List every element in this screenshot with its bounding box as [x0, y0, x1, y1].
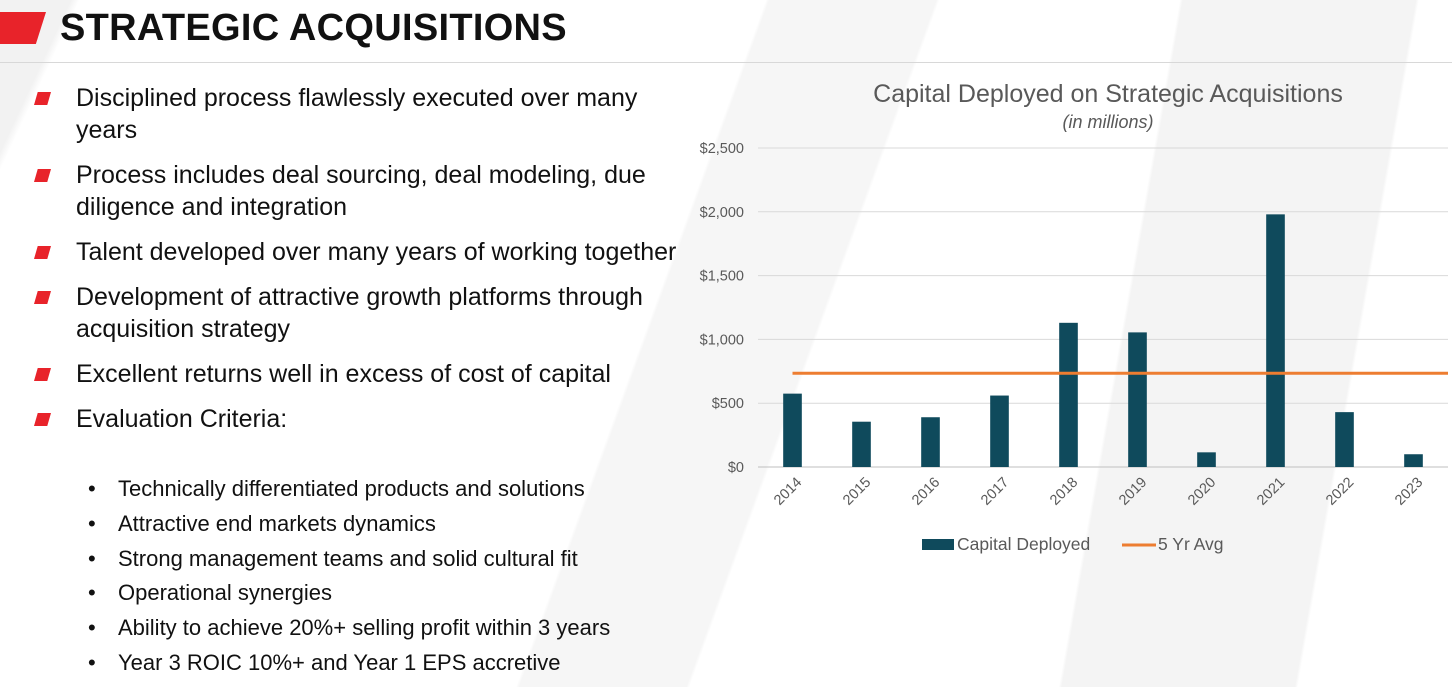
bullet-item: Talent developed over many years of work… [30, 236, 690, 268]
x-tick-label: 2014 [771, 475, 805, 509]
dot-bullet-icon: • [88, 580, 96, 606]
criteria-text: Strong management teams and solid cultur… [118, 545, 578, 571]
x-tick-label: 2017 [978, 475, 1012, 509]
red-bullet-icon [34, 368, 51, 381]
dot-bullet-icon: • [88, 510, 96, 536]
x-tick-label: 2023 [1392, 475, 1426, 509]
slide-title: STRATEGIC ACQUISITIONS [60, 7, 567, 49]
criteria-text: Attractive end markets dynamics [118, 510, 436, 536]
title-divider [0, 62, 1452, 63]
criteria-text: Technically differentiated products and … [118, 476, 585, 501]
bullet-item: Excellent returns well in excess of cost… [30, 358, 690, 390]
bullet-text: Talent developed over many years of work… [76, 238, 677, 266]
bullet-text: Process includes deal sourcing, deal mod… [76, 161, 646, 221]
x-tick-label: 2021 [1254, 475, 1288, 509]
criteria-text: Operational synergies [118, 580, 333, 606]
criteria-item: • Attractive end markets dynamics [88, 511, 688, 537]
dot-bullet-icon: • [88, 545, 96, 571]
y-tick-label: $500 [712, 396, 744, 412]
bullet-list: Disciplined process flawlessly executed … [30, 82, 690, 448]
criteria-item: • Strong management teams and solid cultu… [88, 546, 688, 572]
red-bullet-icon [34, 291, 51, 304]
y-tick-label: $0 [728, 460, 744, 476]
bar [1335, 412, 1354, 467]
x-tick-label: 2022 [1323, 475, 1357, 509]
legend-swatch-bar [922, 539, 954, 550]
bar [1266, 214, 1285, 467]
bar [852, 421, 871, 467]
bullet-item: Development of attractive growth platfor… [30, 281, 690, 345]
y-tick-label: $1,500 [700, 269, 744, 285]
bar [1197, 452, 1216, 467]
bullet-item: Process includes deal sourcing, deal mod… [30, 159, 690, 223]
bar [1404, 454, 1423, 467]
y-tick-label: $2,500 [700, 141, 744, 157]
criteria-item: • Operational synergies [88, 580, 688, 606]
legend-label-5yr-avg: 5 Yr Avg [1158, 534, 1224, 554]
bullet-text: Excellent returns well in excess of cost… [76, 360, 611, 388]
red-bullet-icon [34, 413, 51, 426]
x-tick-label: 2018 [1047, 475, 1081, 509]
red-bullet-icon [34, 169, 51, 182]
criteria-item: • Ability to achieve 20%+ selling profit … [88, 615, 688, 641]
y-tick-label: $2,000 [700, 205, 744, 221]
bullet-item: Disciplined process flawlessly executed … [30, 82, 690, 146]
dot-bullet-icon: • [88, 476, 96, 501]
x-tick-label: 2015 [840, 475, 874, 509]
red-bullet-icon [34, 92, 51, 105]
x-tick-label: 2020 [1185, 475, 1219, 509]
bar [1059, 322, 1078, 467]
bullet-text: Disciplined process flawlessly executed … [76, 84, 638, 144]
bullet-text: Development of attractive growth platfor… [76, 283, 643, 343]
capital-deployed-chart: Capital Deployed on Strategic Acquisitio… [680, 70, 1452, 570]
bar [921, 417, 940, 467]
bar [990, 395, 1009, 467]
y-tick-label: $1,000 [700, 332, 744, 348]
criteria-text: Year 3 ROIC 10%+ and Year 1 EPS accretiv… [118, 649, 561, 675]
x-tick-label: 2016 [909, 475, 943, 509]
bar [783, 393, 802, 467]
criteria-item: • Technically differentiated products and… [88, 476, 688, 502]
dot-bullet-icon: • [88, 649, 96, 675]
bar [1128, 332, 1147, 467]
criteria-item: • Year 3 ROIC 10%+ and Year 1 EPS accreti… [88, 650, 688, 676]
dot-bullet-icon: • [88, 615, 96, 641]
bullet-item: Evaluation Criteria: [30, 403, 690, 435]
criteria-text: Ability to achieve 20%+ selling profit w… [118, 615, 611, 641]
criteria-list: • Technically differentiated products and… [88, 476, 688, 685]
chart-plot: $0 $500 $1,000 $1,500 $2,000 $2,500 2014 2015 20… [700, 141, 1448, 554]
x-tick-label: 2019 [1116, 475, 1150, 509]
red-bullet-icon [34, 246, 51, 259]
legend-label-capital-deployed: Capital Deployed [957, 534, 1090, 554]
slide-header: STRATEGIC ACQUISITIONS [0, 6, 1452, 54]
title-accent-chevron [0, 12, 46, 44]
bullet-text: Evaluation Criteria: [76, 405, 288, 433]
